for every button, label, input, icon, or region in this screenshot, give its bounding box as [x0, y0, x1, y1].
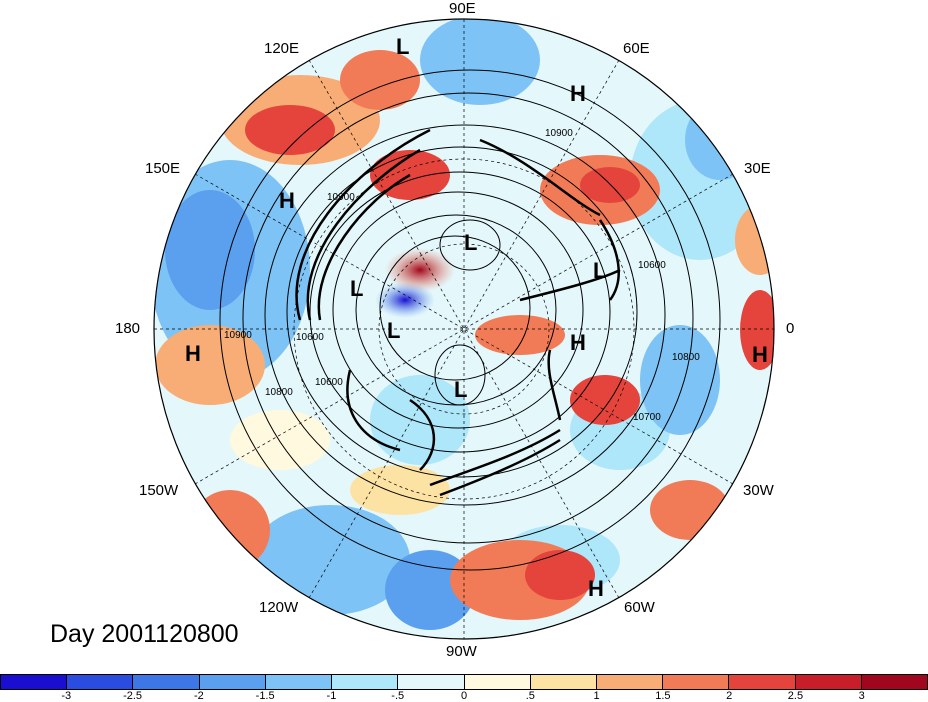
- colorbar-tick-label: -2: [193, 690, 204, 702]
- colorbar-swatch: [199, 675, 266, 689]
- colorbar-tick-label: .5: [525, 690, 535, 702]
- lon-label-right-lower: 30W: [743, 482, 774, 499]
- colorbar-tick-label: 0: [460, 690, 468, 702]
- contour-label: 10700: [633, 412, 661, 423]
- colorbar-tick-label: -1: [326, 690, 337, 702]
- lon-label-bottom: 90W: [446, 643, 477, 660]
- pressure-center-high: H: [185, 341, 201, 366]
- colorbar-tick-label: -.5: [391, 690, 405, 702]
- contour-label: 10600: [638, 260, 666, 271]
- pressure-center-low: L: [387, 318, 401, 343]
- colorbar-swatch: [464, 675, 531, 689]
- date-title: Day 2001120800: [50, 620, 239, 648]
- lon-label-left-upper: 150E: [145, 160, 181, 177]
- lon-label-lower-right: 60W: [624, 599, 655, 616]
- colorbar-tick-label: -1.5: [255, 690, 275, 702]
- pressure-center-high: H: [588, 576, 604, 601]
- lon-label-left-lower: 150W: [139, 482, 179, 499]
- pressure-center-high: H: [279, 188, 295, 213]
- contour-label: 10800: [672, 352, 700, 363]
- colorbar-swatch: [398, 675, 465, 689]
- colorbar-swatch: [67, 675, 134, 689]
- map-border: [153, 18, 775, 640]
- colorbar-swatch: [861, 675, 928, 689]
- colorbar-swatch: [596, 675, 664, 689]
- colorbar-swatch: [530, 675, 597, 689]
- pressure-center-high: H: [570, 330, 586, 355]
- colorbar-swatch: [133, 675, 200, 689]
- lon-label-upper-right: 60E: [623, 40, 650, 57]
- colorbar-tick-label: 1: [593, 690, 600, 702]
- contour-label: 10600: [315, 377, 343, 388]
- colorbar-tick-label: 2: [726, 690, 733, 702]
- colorbar-tick-label: 2.5: [787, 690, 804, 702]
- lon-label-left: 180: [115, 320, 141, 337]
- pressure-center-low: L: [454, 377, 468, 402]
- pressure-center-high: H: [752, 342, 768, 367]
- contour-label: 10900: [545, 128, 573, 139]
- pressure-center-low: L: [350, 276, 364, 301]
- colorbar-swatch: [332, 675, 399, 689]
- pressure-center-low: L: [464, 230, 478, 255]
- colorbar-tick-label: 3: [858, 690, 865, 702]
- colorbar: [0, 674, 928, 690]
- contour-label: 10900: [327, 192, 355, 203]
- colorbar-swatch: [1, 675, 68, 689]
- colorbar-tick-label: -3: [61, 690, 72, 702]
- colorbar-tick-label: 1.5: [655, 690, 671, 702]
- lon-label-upper-left: 120E: [264, 40, 300, 57]
- colorbar-swatch: [795, 675, 862, 689]
- contour-label: 10900: [224, 330, 252, 341]
- lon-label-right-upper: 30E: [744, 160, 771, 177]
- lon-label-lower-left: 120W: [259, 599, 299, 616]
- lon-label-top: 90E: [449, 0, 476, 17]
- contour-label: 10600: [296, 332, 324, 343]
- pressure-center-low: L: [396, 34, 410, 59]
- colorbar-tick-label: -2.5: [123, 690, 143, 702]
- colorbar-swatch: [663, 675, 730, 689]
- colorbar-swatch: [265, 675, 333, 689]
- pressure-center-high: H: [570, 81, 586, 106]
- lon-label-right: 0: [786, 320, 795, 337]
- colorbar-swatch: [729, 675, 796, 689]
- contour-label: 10800: [265, 387, 293, 398]
- pressure-center-low: L: [593, 258, 607, 283]
